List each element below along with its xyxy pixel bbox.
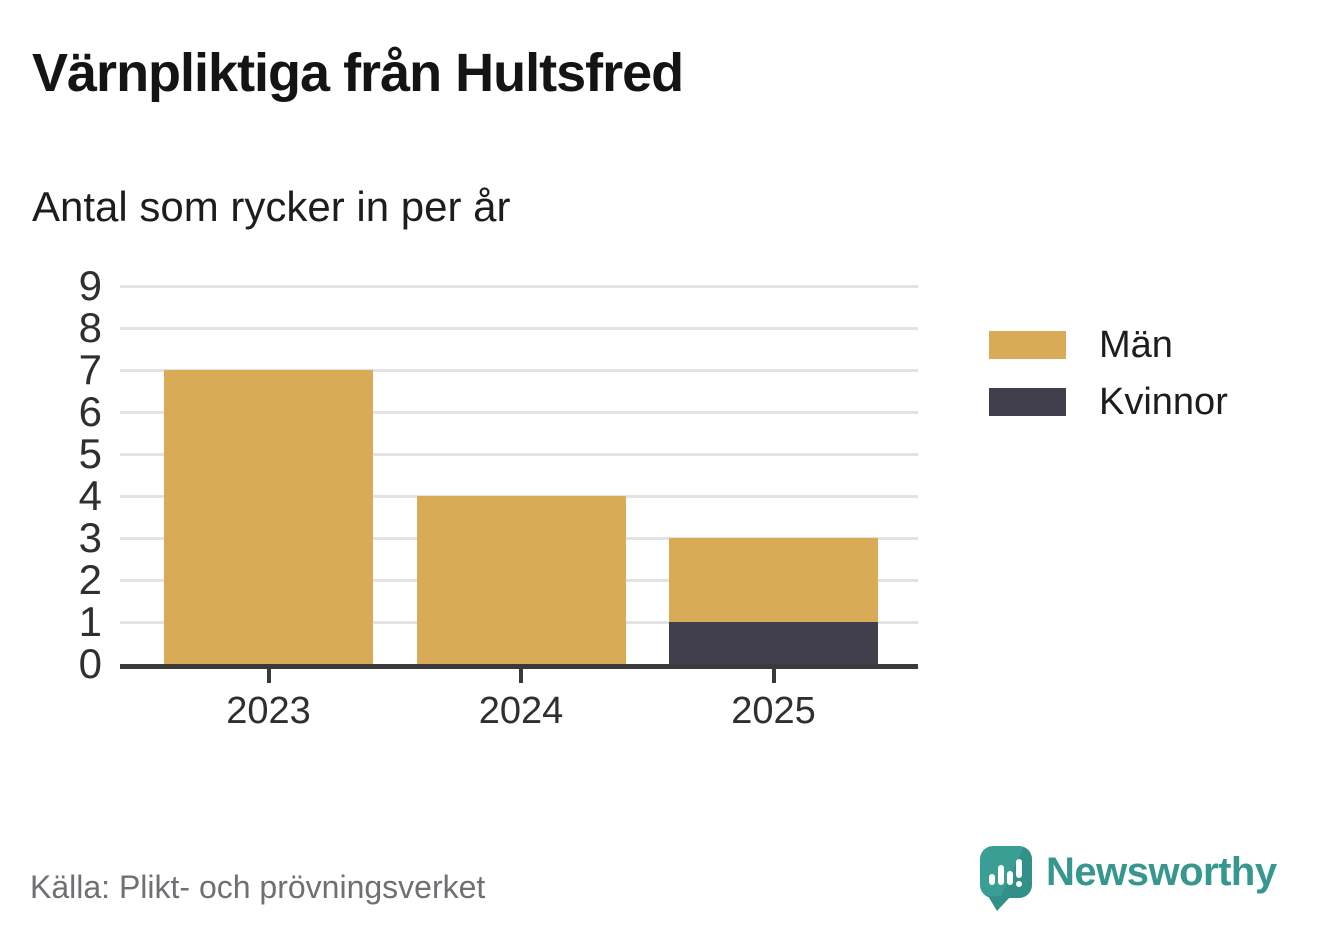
gridline-5 [120,452,918,456]
x-tick-label-2024: 2024 [478,690,564,732]
logo-exclamation-stem [1016,859,1022,878]
logo-bar-3 [1007,871,1013,885]
y-tick-label-7: 7 [78,346,102,393]
y-tick-label-5: 5 [78,430,102,477]
legend-label-män: Män [1099,323,1173,366]
logo-bar-2 [998,865,1004,885]
y-tick-label-0: 0 [78,640,102,687]
x-axis-tick-2023 [266,669,271,683]
chart-subtitle: Antal som rycker in per år [32,183,511,230]
bar-segment-män-2024 [416,496,626,664]
y-tick-label-9: 9 [78,262,102,309]
x-tick-label-2023: 2023 [226,690,311,732]
logo-bar-1 [989,874,995,885]
y-tick-label-6: 6 [78,388,102,435]
gridline-7 [120,368,918,372]
legend-swatch-kvinnor [989,388,1066,416]
legend-swatch-män [989,331,1066,359]
x-axis-line [120,664,918,669]
gridline-8 [120,326,918,330]
chart-title: Värnpliktiga från Hultsfred [32,43,684,103]
y-tick-label-4: 4 [78,472,102,519]
y-tick-label-2: 2 [78,556,102,603]
plot-area: 0 1 2 3 4 5 6 7 8 9 2023 2024 2025 [79,262,918,732]
legend-item-kvinnor: Kvinnor [989,381,1228,423]
bar-segment-män-2023 [164,370,373,664]
x-axis-tick-2025 [771,669,776,683]
logo-exclamation-dot [1016,881,1022,887]
x-tick-label-2025: 2025 [731,690,816,732]
source-note: Källa: Plikt- och prövningsverket [30,869,486,905]
legend-item-män: Män [989,324,1228,366]
legend: Män Kvinnor [989,324,1228,445]
x-axis-tick-2024 [519,669,523,683]
y-tick-label-3: 3 [78,514,102,561]
y-tick-label-1: 1 [78,598,102,645]
y-tick-label-8: 8 [78,304,102,351]
gridline-6 [120,410,918,414]
gridline-9 [120,284,918,288]
legend-label-kvinnor: Kvinnor [1099,380,1228,423]
brand-name: Newsworthy [1046,850,1277,894]
newsworthy-logo: Newsworthy [980,846,1277,911]
bar-segment-män-2025 [669,538,878,622]
newsworthy-bubble-bar-chart-icon [980,846,1032,911]
bar-segment-kvinnor-2025 [669,622,878,664]
